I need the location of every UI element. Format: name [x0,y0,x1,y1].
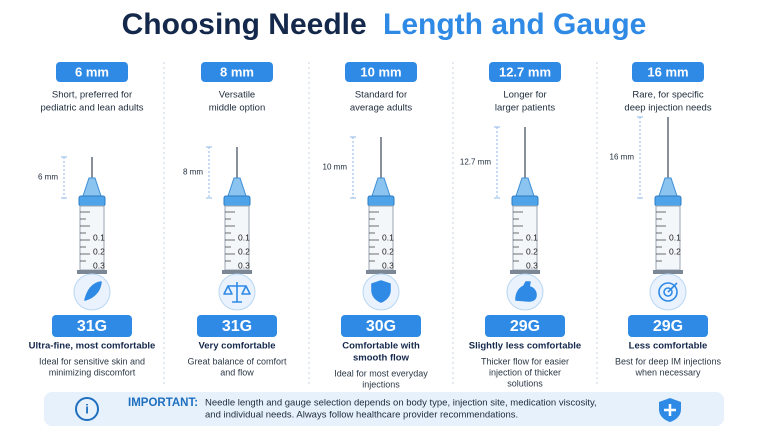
syringe-tick: 0.3 [93,260,105,270]
detail: Best for deep IM injections [615,356,722,366]
barrel-end [77,270,107,274]
length-pill [345,62,417,82]
comfort: Slightly less comfortable [469,341,581,352]
barrel [512,205,538,271]
description: middle option [209,103,266,114]
footer-box [44,392,724,426]
barrel [655,205,681,271]
barrel-end [366,270,396,274]
description: Standard for [355,90,407,101]
hub-wings [367,195,395,207]
footer-text: Needle length and gauge selection depend… [205,398,597,409]
icon-glyph [371,280,391,303]
syringe-tick: 0.2 [238,246,250,256]
syringe-tick: 0.3 [382,260,394,270]
comfort: smooth flow [353,353,410,364]
footer-label: IMPORTANT: [128,397,198,409]
detail: injections [362,379,400,389]
barrel [368,205,394,271]
detail: injection of thicker [489,367,561,377]
title: Choosing Needle Length and Gauge [122,8,647,41]
hub-wings [511,195,539,207]
syringe-tick: 0.2 [382,246,394,256]
syringe-tick: 0.1 [382,232,394,242]
detail: minimizing discomfort [49,367,136,377]
detail: Thicker flow for easier [481,356,569,366]
description: deep injection needs [624,103,711,114]
comfort: Comfortable with [342,341,420,352]
gauge-pill [52,315,132,337]
detail: Ideal for sensitive skin and [39,356,145,366]
icon-glyph [223,282,251,303]
gauge-pill [628,315,708,337]
description: pediatric and lean adults [41,103,144,114]
side-label: 8 mm [183,168,203,177]
syringe-tick: 0.1 [526,232,538,242]
shield-cross [664,404,676,416]
title-part1: Choosing Needle [122,8,367,41]
icon-glyph [84,281,102,301]
hub-wings [654,195,682,207]
length-label: 12.7 mm [499,64,551,79]
description: larger patients [495,103,555,114]
barrel-end [653,270,683,274]
barrel-end [222,270,252,274]
description: Rare, for specific [632,90,704,101]
length-pill [56,62,128,82]
side-label: 10 mm [323,163,348,172]
syringe-tick: 0.1 [238,232,250,242]
length-label: 16 mm [647,64,688,79]
comfort: Ultra-fine, most comfortable [29,341,156,352]
detail: Ideal for most everyday [334,368,428,378]
syringe-tick: 0.1 [669,232,681,242]
description: average adults [350,103,413,114]
gauge-label: 30G [366,318,396,335]
hub-wings [223,195,251,207]
detail: Great balance of comfort [187,356,287,366]
comfort: Very comfortable [198,341,275,352]
gauge-label: 31G [222,318,252,335]
length-label: 8 mm [220,64,254,79]
side-label: 12.7 mm [460,158,491,167]
detail: solutions [507,378,543,388]
length-pill [632,62,704,82]
length-label: 10 mm [360,64,401,79]
footer-text: and individual needs. Always follow heal… [205,410,518,421]
syringe-tick: 0.2 [669,246,681,256]
syringe-tick: 0.3 [238,260,250,270]
info-icon-glyph: i [85,401,89,416]
description: Short, preferred for [52,90,132,101]
length-pill [489,62,561,82]
syringe-tick: 0.2 [93,246,105,256]
description: Longer for [503,90,546,101]
length-pill [201,62,273,82]
side-label: 6 mm [38,173,58,182]
detail: when necessary [634,367,701,377]
info-icon [75,397,99,421]
detail: and flow [220,367,254,377]
barrel-end [510,270,540,274]
comfort: Less comfortable [629,341,708,352]
gauge-pill [341,315,421,337]
gauge-label: 31G [77,318,107,335]
syringe-tick: 0.1 [93,232,105,242]
gauge-pill [197,315,277,337]
hub-wings [78,195,106,207]
syringe-tick: 0.2 [526,246,538,256]
side-label: 16 mm [610,153,635,162]
icon-glyph [658,282,678,302]
syringe-tick: 0.3 [526,260,538,270]
gauge-label: 29G [510,318,540,335]
barrel [224,205,250,271]
length-label: 6 mm [75,64,109,79]
gauge-pill [485,315,565,337]
description: Versatile [219,90,255,101]
title-part2: Length and Gauge [383,8,646,41]
icon-glyph [515,281,537,302]
gauge-label: 29G [653,318,683,335]
